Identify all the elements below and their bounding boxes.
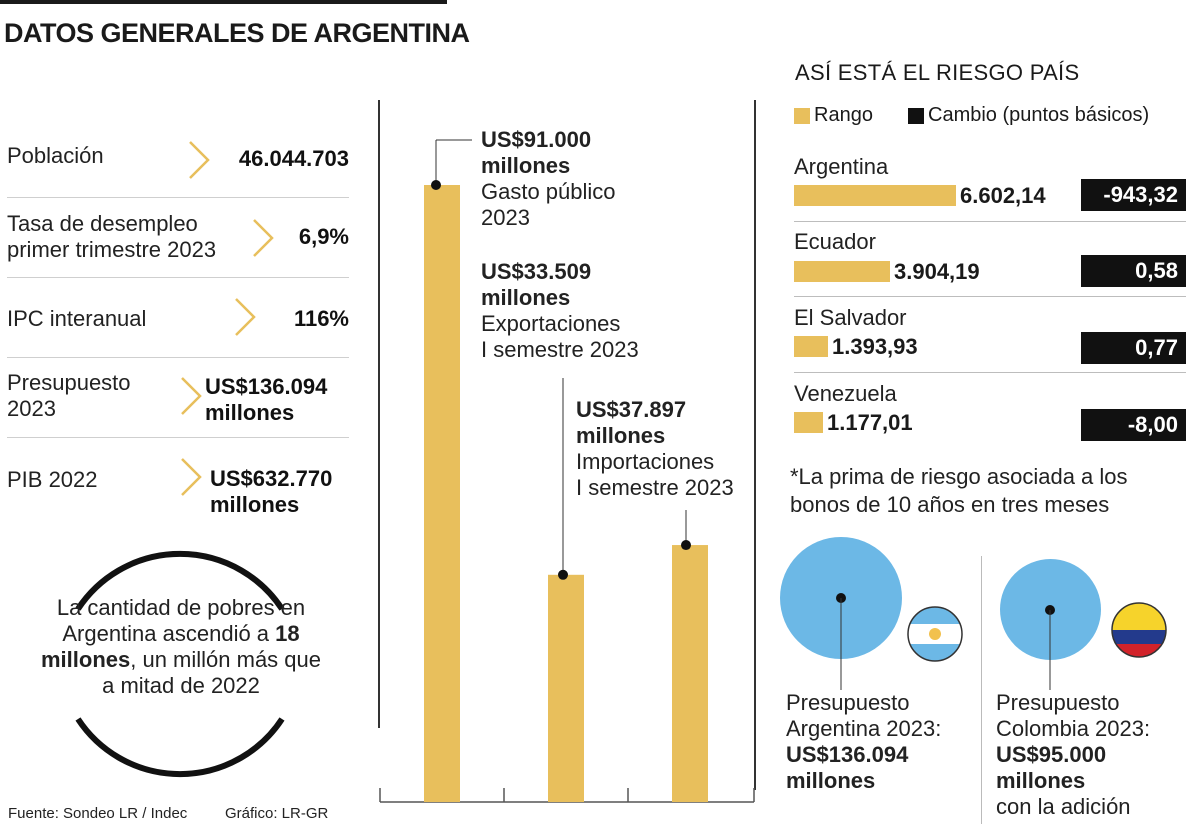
risk-value: 3.904,19 [894, 259, 980, 284]
spending-bar-chart [379, 139, 755, 803]
bar-value: US$37.897 [576, 397, 687, 422]
budget-value: US$136.094 [786, 742, 909, 767]
argentina-flag-icon [907, 606, 963, 662]
chart-divider-left [378, 100, 380, 728]
stat-label-presupuesto: Presupuesto 2023 [7, 370, 131, 421]
budget-line: Argentina 2023: [786, 716, 942, 741]
divider [794, 221, 1186, 222]
main-title: DATOS GENERALES DE ARGENTINA [4, 18, 470, 48]
risk-title: ASÍ ESTÁ EL RIESGO PAÍS [795, 60, 1080, 85]
change-badge: -943,32 [1081, 179, 1186, 211]
budget-label-colombia: Presupuesto Colombia 2023: US$95.000 mil… [996, 690, 1150, 820]
bar-label-gasto: US$91.000 millones Gasto público 2023 [481, 127, 616, 231]
bar-desc: Exportaciones [481, 311, 621, 336]
risk-value: 6.602,14 [960, 183, 1046, 208]
country-ecuador: Ecuador [794, 229, 876, 254]
bubble-divider [981, 556, 982, 824]
bar-desc: I semestre 2023 [481, 337, 639, 362]
risk-value: 1.177,01 [827, 410, 913, 435]
country-el-salvador: El Salvador [794, 305, 907, 330]
bar-desc: Importaciones [576, 449, 715, 474]
legend-rango: Rango [794, 104, 873, 127]
risk-bar [794, 185, 956, 206]
poverty-text: La cantidad de pobres en Argentina ascen… [40, 595, 322, 699]
stat-label-desempleo: Tasa de desempleo primer trimestre 2023 [7, 211, 217, 262]
bar-desc: 2023 [481, 205, 530, 230]
divider [794, 372, 1186, 373]
bar-label-importaciones: US$37.897 millones Importaciones I semes… [576, 397, 734, 501]
budget-unit: millones [786, 768, 876, 793]
chevron-right-icon [250, 218, 278, 258]
divider [7, 357, 349, 358]
risk-value: 1.393,93 [832, 334, 918, 359]
stat-value-pib: US$632.770 millones [210, 466, 333, 517]
change-badge: 0,77 [1081, 332, 1186, 364]
divider [7, 437, 349, 438]
risk-bar [794, 261, 890, 282]
change-badge: 0,58 [1081, 255, 1186, 287]
top-rule [0, 0, 447, 4]
divider [7, 277, 349, 278]
stat-value-ipc: 116% [293, 306, 349, 331]
chevron-right-icon [178, 457, 206, 497]
divider [7, 197, 349, 198]
stat-value-desempleo: 6,9% [298, 224, 349, 249]
divider [794, 296, 1186, 297]
risk-bar [794, 336, 828, 357]
legend-label: Rango [814, 104, 873, 126]
bar-value: US$33.509 [481, 259, 592, 284]
bar-unit: millones [481, 285, 571, 310]
stat-value-poblacion: 46.044.703 [238, 146, 349, 171]
stat-value-presupuesto: US$136.094 millones [205, 374, 328, 425]
poverty-circle-decoration [75, 551, 285, 777]
poverty-bold: 18 millones [40, 621, 300, 672]
change-badge: -8,00 [1081, 409, 1186, 441]
stat-label-poblacion: Población [7, 143, 104, 168]
bubble-leaders [836, 593, 1055, 690]
bar-marker-dot [431, 180, 441, 190]
bar-unit: millones [481, 153, 571, 178]
legend-swatch [908, 107, 924, 124]
bar-2 [548, 574, 584, 802]
chevron-right-icon [186, 140, 214, 180]
bar-unit: millones [576, 423, 666, 448]
stat-label-ipc: IPC interanual [7, 306, 147, 331]
bar-3 [672, 545, 708, 802]
chevron-right-icon [232, 297, 260, 337]
bar-marker-dot [558, 569, 568, 580]
budget-line: Presupuesto [996, 690, 1120, 715]
bar-1 [424, 185, 460, 802]
source-note: Fuente: Sondeo LR / Indec [8, 805, 188, 822]
budget-value: US$95.000 [996, 742, 1107, 767]
budget-line: Presupuesto [786, 690, 910, 715]
budget-extra: con la adición [996, 794, 1131, 819]
graphic-credit: Gráfico: LR-GR [225, 805, 329, 822]
country-venezuela: Venezuela [794, 381, 897, 406]
budget-unit: millones [996, 768, 1086, 793]
chart-divider-right [754, 100, 756, 790]
bar-desc: Gasto público [481, 179, 616, 204]
legend-swatch [794, 107, 810, 124]
colombia-flag-icon [1111, 602, 1167, 658]
country-argentina: Argentina [794, 154, 889, 179]
bar-marker-dot [681, 540, 691, 551]
bar-desc: I semestre 2023 [576, 475, 734, 500]
poverty-suffix: , un millón más que a mitad de 2022 [102, 647, 321, 698]
legend-label: Cambio (puntos básicos) [928, 104, 1150, 126]
risk-bar [794, 412, 823, 433]
legend-cambio: Cambio (puntos básicos) [908, 104, 1149, 127]
budget-line: Colombia 2023: [996, 716, 1151, 741]
poverty-prefix: La cantidad de pobres en Argentina ascen… [56, 595, 306, 646]
chevron-right-icon [178, 376, 206, 416]
bar-label-exportaciones: US$33.509 millones Exportaciones I semes… [481, 259, 639, 363]
stat-label-pib: PIB 2022 [7, 467, 98, 492]
budget-label-argentina: Presupuesto Argentina 2023: US$136.094 m… [786, 690, 941, 794]
risk-footnote: *La prima de riesgo asociada a los bonos… [790, 464, 1128, 517]
bar-value: US$91.000 [481, 127, 592, 152]
